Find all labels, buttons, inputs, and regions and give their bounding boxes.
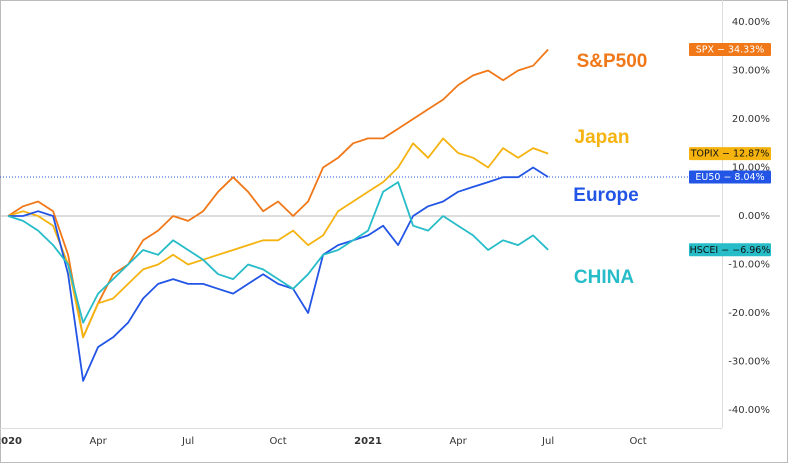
price-tag-label: HSCEI − −6.96% xyxy=(690,245,771,256)
y-tick-label: 10.00% xyxy=(732,163,770,174)
series-name: CHINA xyxy=(574,267,634,288)
y-tick-label: 30.00% xyxy=(732,66,770,77)
price-tag xyxy=(689,147,771,161)
y-tick-label: -40.00% xyxy=(728,405,770,416)
x-tick-label: Oct xyxy=(629,436,646,447)
price-tag xyxy=(689,170,771,184)
x-tick-label: Apr xyxy=(89,436,107,447)
x-tick-label: 2020 xyxy=(0,436,22,447)
y-tick-label: 20.00% xyxy=(732,114,770,125)
y-tick-label: 40.00% xyxy=(732,17,770,28)
x-tick-label: Oct xyxy=(269,436,286,447)
x-tick-label: 2021 xyxy=(354,436,382,447)
y-tick-label: -20.00% xyxy=(728,308,770,319)
price-tag-label: EU50 − 8.04% xyxy=(695,172,764,183)
series-name: Europe xyxy=(573,185,638,206)
price-tag-label: TOPIX − 12.87% xyxy=(690,149,770,160)
x-tick-label: Apr xyxy=(449,436,467,447)
series-line xyxy=(8,166,549,382)
series-line xyxy=(7,137,549,339)
price-tag xyxy=(689,243,771,257)
y-tick-label: 0.00% xyxy=(738,211,770,222)
x-tick-label: Jul xyxy=(541,436,554,447)
series-name: Japan xyxy=(575,127,630,148)
x-tick-label: Jul xyxy=(181,436,194,447)
series-name: S&P500 xyxy=(577,51,648,72)
price-tag-label: SPX − 34.33% xyxy=(696,45,765,56)
price-tag xyxy=(689,43,771,57)
y-tick-label: -30.00% xyxy=(728,357,770,368)
series-line xyxy=(7,181,549,324)
y-tick-label: -10.00% xyxy=(728,260,770,271)
